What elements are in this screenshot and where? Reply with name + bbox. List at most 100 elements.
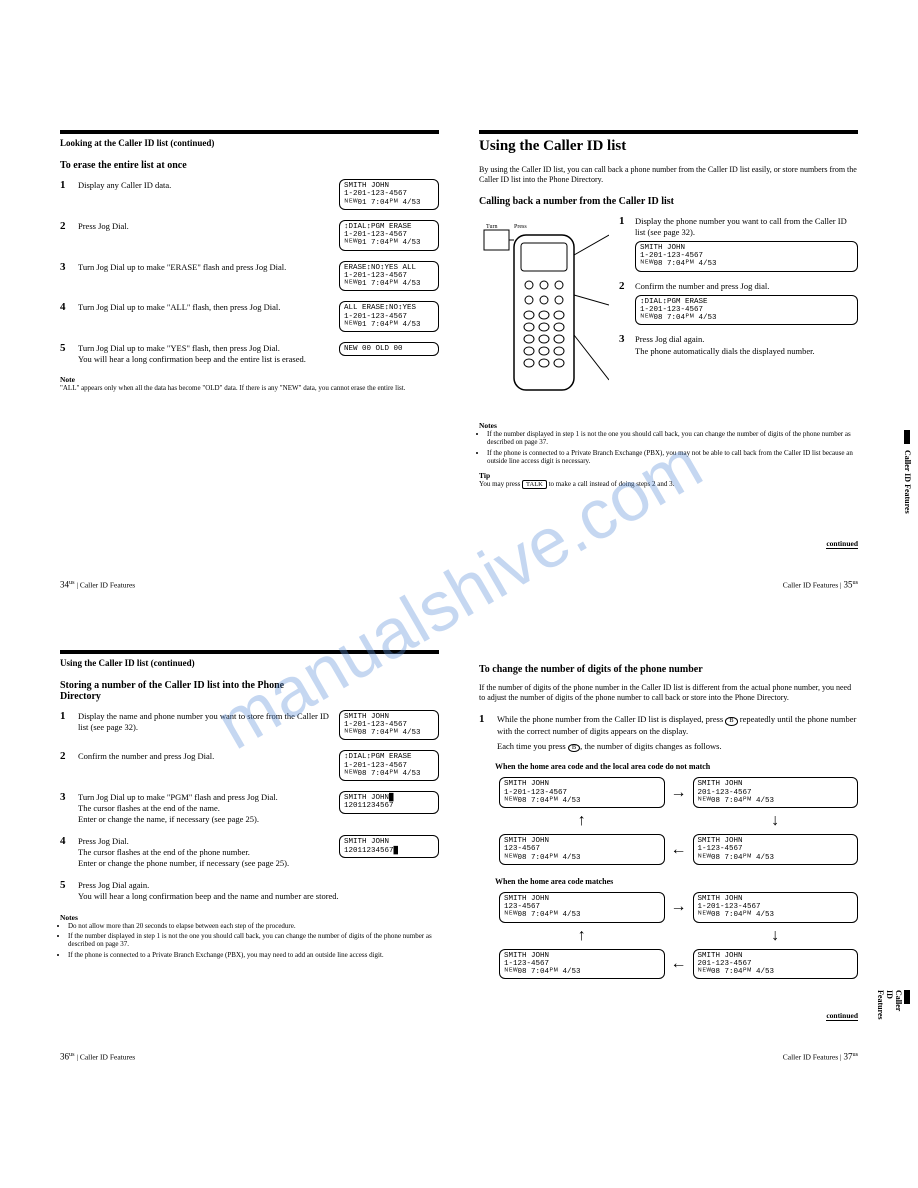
step-extra-pre: Each time you press [497, 741, 568, 751]
lcd: SMITH JOHN 1-201-123-4567 ᴺᴱᵂ08 7:04ᴾᴹ 4… [499, 777, 665, 808]
p34-note-head: Note [60, 375, 439, 384]
lcd-line: ᴺᴱᵂ08 7:04ᴾᴹ 4/53 [504, 854, 660, 862]
b-key-icon: B [725, 717, 737, 726]
step-text: Turn Jog Dial up to make "YES" flash, th… [78, 342, 333, 365]
page-35: Using the Caller ID list By using the Ca… [479, 130, 858, 549]
lcd: SMITH JOHN 1-201-123-4567 ᴺᴱᵂ08 7:04ᴾᴹ 4… [693, 892, 859, 923]
phone-illustration-icon: Turn Press [479, 215, 609, 395]
lcd-line: 1-201-123-4567 [344, 313, 434, 321]
step-text-extra2: Enter or change the phone number, if nec… [78, 858, 289, 868]
lcd: SMITH JOHN█ 12011234567 [339, 791, 439, 814]
tab-label: Caller ID Features [903, 450, 912, 514]
p36-title: Using the Caller ID list (continued) [60, 658, 439, 668]
footer-left: 36us | Caller ID Features [60, 1051, 135, 1062]
page-num: 34 [60, 580, 69, 590]
p35-subtitle: Calling back a number from the Caller ID… [479, 196, 858, 207]
arrow-right-icon: → [669, 898, 689, 916]
footer-right: Caller ID Features | 35us [783, 579, 858, 590]
talk-key-icon: TALK [522, 480, 547, 489]
p34-title: Looking at the Caller ID list (continued… [60, 138, 439, 148]
arrow-right-icon: → [669, 784, 689, 802]
step-num: 5 [60, 342, 72, 354]
step-text: Press Jog Dial. [78, 220, 333, 232]
lcd-line: ᴺᴱᵂ08 7:04ᴾᴹ 4/53 [504, 911, 660, 919]
lcd-line: ᴺᴱᵂ08 7:04ᴾᴹ 4/53 [640, 314, 853, 322]
tab-caller-id: Caller ID Features [876, 990, 912, 1022]
step-text: While the phone number from the Caller I… [497, 713, 858, 752]
p34-subtitle: To erase the entire list at once [60, 160, 439, 171]
lcd-line: SMITH JOHN [504, 895, 660, 903]
footer-right: Caller ID Features | 37us [783, 1051, 858, 1062]
step-text: Press Jog dial again. [635, 333, 858, 345]
footer-left: 34us | Caller ID Features [60, 579, 135, 590]
lcd: SMITH JOHN 1-123-4567 ᴺᴱᵂ08 7:04ᴾᴹ 4/53 [499, 949, 665, 980]
footer-label: Caller ID Features [783, 581, 838, 590]
tab-block-icon [904, 430, 910, 444]
step-num: 2 [60, 220, 72, 232]
rule-bar [479, 130, 858, 134]
continued-label: continued [826, 539, 858, 549]
p36-step-3: 3 Turn Jog Dial up to make "PGM" flash a… [60, 791, 439, 825]
lcd-line: SMITH JOHN█ [344, 794, 434, 802]
lcd-line: NEW 00 OLD 00 [344, 345, 434, 353]
lcd: SMITH JOHN 1-201-123-4567 ᴺᴱᵂ08 7:04ᴾᴹ 4… [339, 710, 439, 741]
lcd: SMITH JOHN 201-123-4567 ᴺᴱᵂ08 7:04ᴾᴹ 4/5… [693, 777, 859, 808]
note-item: If the phone is connected to a Private B… [487, 449, 858, 466]
turn-label: Turn [486, 224, 497, 230]
lcd: SMITH JOHN 1-201-123-4567 ᴺᴱᵂ08 7:04ᴾᴹ 4… [635, 241, 858, 272]
step-text-main: Turn Jog Dial up to make "PGM" flash and… [78, 792, 278, 802]
lcd-line: ᴺᴱᵂ01 7:04ᴾᴹ 4/53 [344, 280, 434, 288]
step-num: 3 [60, 261, 72, 273]
footer-label: Caller ID Features [80, 581, 135, 590]
lcd-line: ᴺᴱᵂ08 7:04ᴾᴹ 4/53 [698, 911, 854, 919]
lcd-line: ᴺᴱᵂ01 7:04ᴾᴹ 4/53 [344, 239, 434, 247]
page-num: 36 [60, 1052, 69, 1062]
p34-step-3: 3 Turn Jog Dial up to make "ERASE" flash… [60, 261, 439, 292]
p36-step-1: 1 Display the name and phone number you … [60, 710, 439, 741]
step-num: 2 [619, 280, 631, 326]
step-pre: While the phone number from the Caller I… [497, 714, 725, 724]
p36-step-2: 2 Confirm the number and press Jog Dial.… [60, 750, 439, 781]
lcd-line: 1-201-123-4567 [504, 789, 660, 797]
p35-tip: You may press TALK to make a call instea… [479, 480, 858, 489]
step-text: Turn Jog Dial up to make "ERASE" flash a… [78, 261, 333, 273]
step-text: Turn Jog Dial up to make "PGM" flash and… [78, 791, 333, 825]
lcd-line: ᴺᴱᵂ08 7:04ᴾᴹ 4/53 [344, 770, 434, 778]
press-label: Press [514, 224, 527, 230]
p35-step-1: 1 Display the phone number you want to c… [619, 215, 858, 272]
p34-step-4: 4 Turn Jog Dial up to make "ALL" flash, … [60, 301, 439, 332]
step-text: Display any Caller ID data. [78, 179, 333, 191]
page-36: Using the Caller ID list (continued) Sto… [60, 650, 439, 1022]
page-34: Looking at the Caller ID list (continued… [60, 130, 439, 549]
p37-grid1: SMITH JOHN 1-201-123-4567 ᴺᴱᵂ08 7:04ᴾᴹ 4… [499, 777, 858, 865]
step-text-extra: The phone automatically dials the displa… [635, 345, 858, 357]
lcd-line: 1-201-123-4567 [344, 721, 434, 729]
footer-bottom: 36us | Caller ID Features Caller ID Feat… [0, 1041, 918, 1062]
lcd-line: SMITH JOHN [698, 780, 854, 788]
tip-pre: You may press [479, 480, 522, 488]
note-item: If the phone is connected to a Private B… [68, 951, 439, 959]
arrow-left-icon: ← [669, 955, 689, 973]
p37-label2: When the home area code matches [495, 877, 858, 886]
lcd-line: SMITH JOHN [344, 182, 434, 190]
step-text: Display the name and phone number you wa… [78, 710, 333, 733]
p35-step-3: 3 Press Jog dial again. The phone automa… [619, 333, 858, 357]
lcd-line: 12011234567 [344, 802, 434, 810]
p37-step-1: 1 While the phone number from the Caller… [479, 713, 858, 752]
arrow-up-icon: ↑ [499, 927, 665, 945]
step-num: 2 [60, 750, 72, 762]
lcd-line: 123-4567 [504, 845, 660, 853]
step-num: 1 [60, 710, 72, 722]
lcd-line: 12011234567█ [344, 847, 434, 855]
rule-bar [60, 650, 439, 654]
p35-notes: If the number displayed in step 1 is not… [479, 430, 858, 466]
lcd-line: 1-123-4567 [698, 845, 854, 853]
lcd: SMITH JOHN 123-4567 ᴺᴱᵂ08 7:04ᴾᴹ 4/53 [499, 834, 665, 865]
arrow-down-icon: ↓ [693, 927, 859, 945]
p35-title: Using the Caller ID list [479, 138, 858, 155]
step-text-extra: You will hear a long confirmation beep a… [78, 354, 306, 364]
lcd-line: ᴺᴱᵂ08 7:04ᴾᴹ 4/53 [698, 854, 854, 862]
p35-intro: By using the Caller ID list, you can cal… [479, 165, 858, 186]
step-num: 1 [60, 179, 72, 191]
step-text: Press Jog Dial again. You will hear a lo… [78, 879, 439, 902]
